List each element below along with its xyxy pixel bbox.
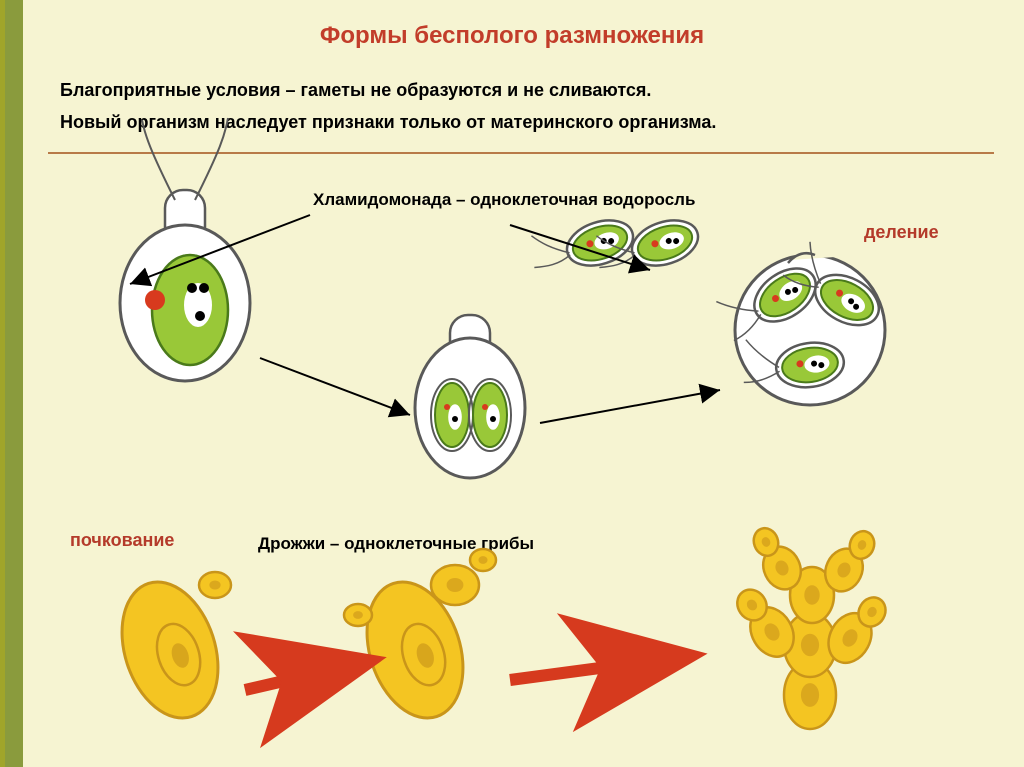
- label-yeast: Дрожжи – одноклеточные грибы: [258, 534, 534, 554]
- label-chlamy: Хламидомонада – одноклеточная водоросль: [313, 190, 695, 210]
- divider: [48, 152, 994, 154]
- slide-title: Формы бесполого размножения: [0, 22, 1024, 50]
- label-budding: почкование: [70, 530, 174, 551]
- decor-bar-2: [5, 0, 23, 767]
- intro-line-2: Новый организм наследует признаки только…: [60, 112, 716, 133]
- label-division: деление: [864, 222, 939, 243]
- slide: Формы бесполого размножения Благоприятны…: [0, 0, 1024, 767]
- intro-line-1: Благоприятные условия – гаметы не образу…: [60, 80, 651, 101]
